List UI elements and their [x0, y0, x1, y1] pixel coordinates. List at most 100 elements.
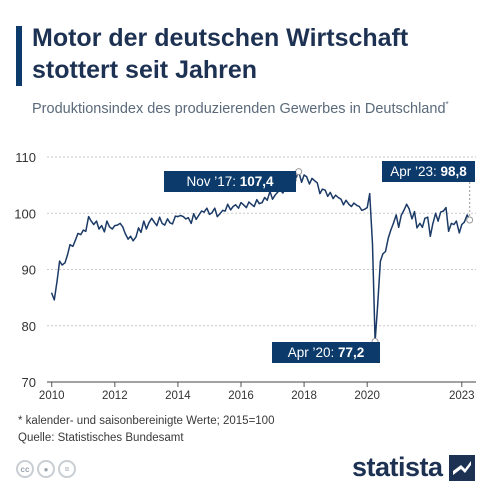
data-point — [282, 192, 284, 194]
annotation-box — [382, 161, 475, 182]
no-derivatives-icon[interactable]: = — [58, 460, 76, 478]
y-tick-label: 70 — [22, 375, 36, 390]
data-point — [335, 194, 337, 196]
data-point — [313, 180, 316, 182]
data-point — [103, 231, 106, 233]
data-point — [264, 196, 266, 199]
data-point — [324, 189, 326, 191]
data-point — [440, 211, 442, 213]
data-point — [353, 202, 355, 204]
data-point — [214, 207, 216, 209]
data-point — [424, 217, 426, 219]
attribution-icon[interactable]: ● — [37, 460, 55, 478]
data-point — [453, 223, 455, 226]
data-point — [384, 250, 387, 253]
x-tick-label: 2023 — [449, 390, 475, 402]
statista-logo[interactable]: statista — [352, 452, 475, 483]
data-point — [227, 203, 229, 205]
x-tick-label: 2016 — [228, 390, 254, 402]
data-point — [66, 254, 69, 256]
data-point — [413, 210, 416, 213]
x-tick-label: 2018 — [291, 390, 317, 402]
data-point — [119, 222, 121, 224]
x-tick-label: 2014 — [165, 390, 191, 402]
data-point — [74, 239, 76, 241]
data-point — [106, 220, 108, 222]
data-point — [379, 260, 382, 262]
data-point — [95, 220, 98, 222]
data-point — [208, 213, 211, 215]
data-point — [445, 207, 447, 209]
data-point — [253, 205, 255, 208]
data-point — [171, 223, 174, 225]
annotation-label: Nov ’17: 107,4 — [186, 174, 274, 189]
annotation-label: Apr ’23: 98,8 — [390, 164, 467, 179]
data-point — [345, 199, 347, 201]
data-point — [416, 227, 418, 229]
data-point — [137, 227, 140, 229]
data-point — [72, 245, 74, 248]
data-point — [411, 218, 413, 220]
data-point — [122, 226, 124, 228]
data-point — [237, 207, 240, 209]
data-point — [148, 222, 150, 224]
data-point — [316, 182, 318, 184]
y-tick-label: 100 — [14, 206, 36, 221]
data-point — [437, 220, 439, 222]
data-point — [342, 204, 345, 206]
data-point — [271, 198, 274, 200]
data-point — [195, 218, 197, 221]
annotation-label-text: Nov ’17: — [186, 174, 239, 189]
data-point — [240, 201, 242, 204]
data-point — [159, 216, 161, 218]
data-point — [182, 216, 184, 218]
source-text: Quelle: Statistisches Bundesamt — [18, 432, 184, 444]
data-point — [216, 216, 218, 218]
data-point — [419, 222, 421, 224]
data-point — [90, 220, 92, 222]
data-point — [398, 226, 400, 228]
data-point — [382, 253, 384, 255]
data-point — [166, 218, 169, 220]
data-point — [116, 224, 118, 226]
data-point — [85, 230, 87, 232]
data-point — [406, 203, 408, 205]
data-point — [177, 216, 179, 218]
annotation-value: 107,4 — [240, 174, 274, 189]
data-point — [224, 210, 226, 212]
subtitle-text: Produktionsindex des produzierenden Gewe… — [32, 100, 446, 117]
data-point — [245, 207, 247, 209]
data-point — [327, 195, 329, 197]
data-point — [108, 226, 111, 228]
data-point — [321, 188, 323, 190]
footnote-text: * kalender- und saisonbereinigte Werte; … — [18, 415, 275, 427]
data-point — [274, 194, 276, 196]
annotation-label: Apr ’20: 77,2 — [288, 345, 365, 360]
data-point — [463, 221, 465, 223]
x-tick-label: 2012 — [102, 390, 128, 402]
creative-commons-icon[interactable]: cc — [16, 460, 34, 478]
data-point — [53, 299, 55, 301]
data-point — [198, 214, 200, 216]
data-point — [132, 240, 134, 242]
data-point — [151, 217, 153, 219]
data-point — [447, 230, 450, 232]
y-tick-label: 110 — [15, 150, 36, 165]
annotation-label-text: Apr ’20: — [288, 345, 338, 360]
data-point — [400, 214, 402, 217]
y-tick-label: 90 — [22, 263, 36, 278]
footnote: * kalender- und saisonbereinigte Werte; … — [18, 413, 274, 447]
data-point — [93, 223, 95, 226]
data-point — [455, 220, 458, 222]
data-point — [332, 198, 334, 200]
annotation-marker — [466, 216, 474, 224]
data-point — [82, 229, 84, 231]
data-point — [387, 237, 389, 239]
data-point — [206, 207, 208, 209]
data-point — [356, 204, 358, 206]
data-point — [143, 220, 145, 222]
data-point — [258, 203, 260, 205]
data-point — [80, 234, 82, 236]
data-point — [242, 204, 245, 206]
chart-subtitle: Produktionsindex des produzierenden Gewe… — [32, 95, 472, 119]
